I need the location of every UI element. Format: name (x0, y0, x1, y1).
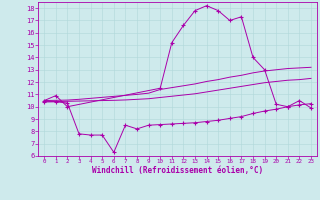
X-axis label: Windchill (Refroidissement éolien,°C): Windchill (Refroidissement éolien,°C) (92, 166, 263, 175)
